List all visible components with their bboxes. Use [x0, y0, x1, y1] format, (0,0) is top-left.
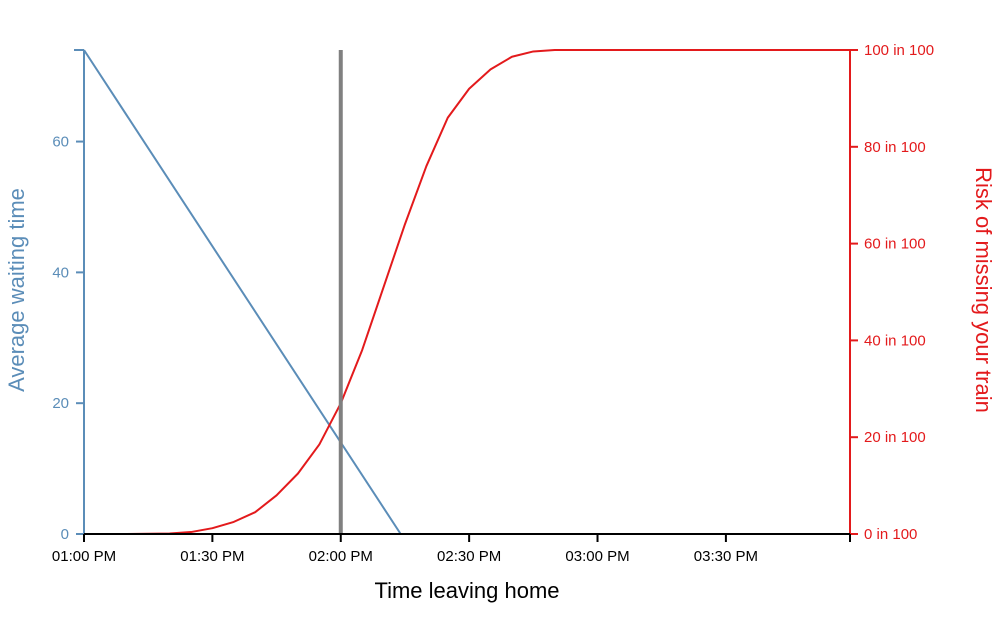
right-y-axis-title: Risk of missing your train — [971, 167, 996, 413]
x-axis-title: Time leaving home — [374, 578, 559, 603]
left-tick-label: 60 — [52, 134, 69, 151]
right-tick-label: 80 in 100 — [864, 139, 926, 156]
left-tick-label: 40 — [52, 264, 69, 281]
right-tick-label: 20 in 100 — [864, 429, 926, 446]
left-tick-label: 20 — [52, 395, 69, 412]
right-tick-label: 60 in 100 — [864, 236, 926, 253]
risk-line — [84, 49, 850, 535]
right-tick-label: 40 in 100 — [864, 332, 926, 349]
x-tick-label: 01:00 PM — [52, 548, 116, 565]
axes-layer: 0 20 40 60 0 in 100 20 in 100 40 in 100 60 in 1… — [52, 42, 934, 565]
x-tick-label: 02:30 PM — [437, 548, 501, 565]
x-tick-label: 01:30 PM — [180, 548, 244, 565]
x-tick-label: 03:00 PM — [565, 548, 629, 565]
x-tick-label: 02:00 PM — [309, 548, 373, 565]
right-tick-label: 100 in 100 — [864, 42, 934, 59]
waiting-time-line — [83, 49, 850, 535]
series-layer — [83, 49, 850, 535]
right-tick-label: 0 in 100 — [864, 526, 917, 543]
left-y-axis-title: Average waiting time — [4, 188, 29, 392]
x-tick-label: 03:30 PM — [694, 548, 758, 565]
left-tick-label: 0 — [61, 526, 69, 543]
